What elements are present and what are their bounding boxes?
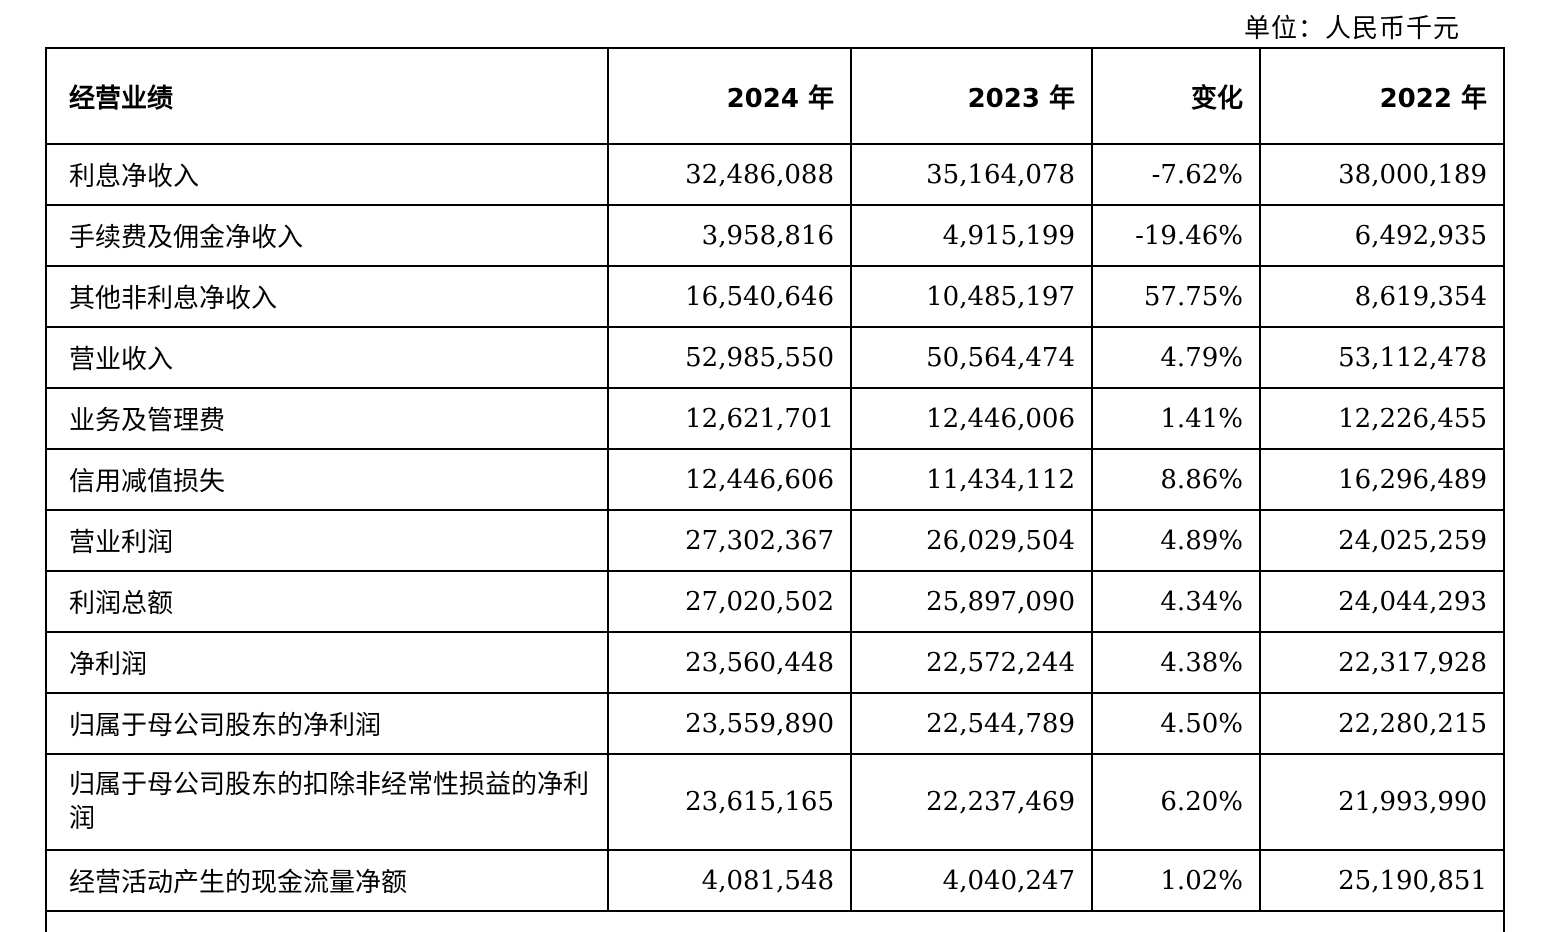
table-row: 净利润 23,560,448 22,572,244 4.38% 22,317,9… — [45, 631, 1505, 694]
row-label: 利润总额 — [45, 570, 609, 633]
value-2022: 22,280,215 — [1259, 692, 1505, 755]
unit-note: 单位：人民币千元 — [1244, 14, 1461, 44]
header-2024: 2024 年 — [607, 47, 852, 145]
operating-results-table: 经营业绩 2024 年 2023 年 变化 2022 年 利息净收入 32,48… — [45, 47, 1505, 932]
value-2024: 4,081,548 — [607, 849, 852, 912]
value-2022: 16,296,489 — [1259, 448, 1505, 511]
value-2022: 24,025,259 — [1259, 509, 1505, 572]
value-2024: 3,958,816 — [607, 204, 852, 267]
value-2024: 32,486,088 — [607, 143, 852, 206]
table-row-continuation — [45, 910, 1505, 932]
table-header-row: 经营业绩 2024 年 2023 年 变化 2022 年 — [45, 47, 1505, 145]
value-2024: 16,540,646 — [607, 265, 852, 328]
row-label: 手续费及佣金净收入 — [45, 204, 609, 267]
value-2022: 25,190,851 — [1259, 849, 1505, 912]
value-change: 1.41% — [1091, 387, 1261, 450]
value-change: 4.38% — [1091, 631, 1261, 694]
value-2022: 6,492,935 — [1259, 204, 1505, 267]
header-change: 变化 — [1091, 47, 1261, 145]
value-2023: 4,040,247 — [850, 849, 1093, 912]
row-label: 归属于母公司股东的扣除非经常性损益的净利润 — [45, 753, 609, 851]
value-change: 4.34% — [1091, 570, 1261, 633]
value-change: 4.50% — [1091, 692, 1261, 755]
continuation-cell — [45, 910, 1505, 932]
value-2023: 11,434,112 — [850, 448, 1093, 511]
row-label: 业务及管理费 — [45, 387, 609, 450]
table-row: 利息净收入 32,486,088 35,164,078 -7.62% 38,00… — [45, 143, 1505, 206]
row-label: 其他非利息净收入 — [45, 265, 609, 328]
value-2024: 23,559,890 — [607, 692, 852, 755]
value-change: 4.89% — [1091, 509, 1261, 572]
value-2023: 22,237,469 — [850, 753, 1093, 851]
value-2023: 22,544,789 — [850, 692, 1093, 755]
value-change: 6.20% — [1091, 753, 1261, 851]
table-row: 利润总额 27,020,502 25,897,090 4.34% 24,044,… — [45, 570, 1505, 633]
value-2023: 12,446,006 — [850, 387, 1093, 450]
value-2022: 24,044,293 — [1259, 570, 1505, 633]
value-2024: 23,615,165 — [607, 753, 852, 851]
table-row: 经营活动产生的现金流量净额 4,081,548 4,040,247 1.02% … — [45, 849, 1505, 912]
value-2023: 4,915,199 — [850, 204, 1093, 267]
row-label: 归属于母公司股东的净利润 — [45, 692, 609, 755]
row-label: 营业利润 — [45, 509, 609, 572]
value-2023: 26,029,504 — [850, 509, 1093, 572]
value-2023: 35,164,078 — [850, 143, 1093, 206]
row-label: 利息净收入 — [45, 143, 609, 206]
value-2023: 22,572,244 — [850, 631, 1093, 694]
row-label: 营业收入 — [45, 326, 609, 389]
value-2023: 10,485,197 — [850, 265, 1093, 328]
value-change: -7.62% — [1091, 143, 1261, 206]
value-2022: 21,993,990 — [1259, 753, 1505, 851]
table-row: 归属于母公司股东的扣除非经常性损益的净利润 23,615,165 22,237,… — [45, 753, 1505, 851]
value-2022: 38,000,189 — [1259, 143, 1505, 206]
header-operating-results: 经营业绩 — [45, 47, 609, 145]
value-change: -19.46% — [1091, 204, 1261, 267]
value-2024: 23,560,448 — [607, 631, 852, 694]
table-row: 业务及管理费 12,621,701 12,446,006 1.41% 12,22… — [45, 387, 1505, 450]
header-2022: 2022 年 — [1259, 47, 1505, 145]
table-row: 营业利润 27,302,367 26,029,504 4.89% 24,025,… — [45, 509, 1505, 572]
value-2022: 53,112,478 — [1259, 326, 1505, 389]
value-change: 8.86% — [1091, 448, 1261, 511]
table-row: 信用减值损失 12,446,606 11,434,112 8.86% 16,29… — [45, 448, 1505, 511]
value-2023: 25,897,090 — [850, 570, 1093, 633]
table-row: 其他非利息净收入 16,540,646 10,485,197 57.75% 8,… — [45, 265, 1505, 328]
value-2024: 27,020,502 — [607, 570, 852, 633]
value-2022: 12,226,455 — [1259, 387, 1505, 450]
table-row: 营业收入 52,985,550 50,564,474 4.79% 53,112,… — [45, 326, 1505, 389]
table-row: 归属于母公司股东的净利润 23,559,890 22,544,789 4.50%… — [45, 692, 1505, 755]
header-2023: 2023 年 — [850, 47, 1093, 145]
value-2024: 52,985,550 — [607, 326, 852, 389]
value-2023: 50,564,474 — [850, 326, 1093, 389]
row-label: 经营活动产生的现金流量净额 — [45, 849, 609, 912]
value-2024: 12,446,606 — [607, 448, 852, 511]
value-2022: 22,317,928 — [1259, 631, 1505, 694]
value-change: 4.79% — [1091, 326, 1261, 389]
table-row: 手续费及佣金净收入 3,958,816 4,915,199 -19.46% 6,… — [45, 204, 1505, 267]
row-label: 信用减值损失 — [45, 448, 609, 511]
value-2024: 27,302,367 — [607, 509, 852, 572]
row-label: 净利润 — [45, 631, 609, 694]
value-2024: 12,621,701 — [607, 387, 852, 450]
value-change: 1.02% — [1091, 849, 1261, 912]
value-change: 57.75% — [1091, 265, 1261, 328]
value-2022: 8,619,354 — [1259, 265, 1505, 328]
